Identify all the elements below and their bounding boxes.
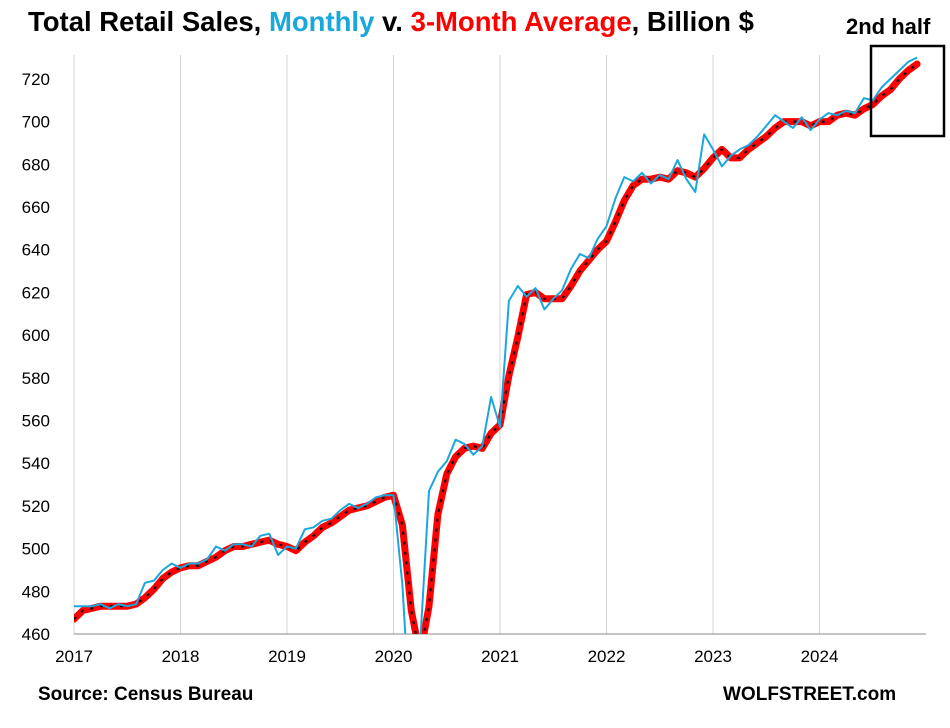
highlight-box (869, 44, 946, 138)
y-tick-label-480: 480 (22, 582, 50, 601)
x-tick-label-2021: 2021 (481, 647, 519, 666)
x-tick-label-2024: 2024 (801, 647, 839, 666)
y-tick-label-540: 540 (22, 454, 50, 473)
title-suffix: , Billion $ (631, 6, 754, 37)
title-mid: v. (374, 6, 411, 37)
annotation-label: 2nd half (846, 14, 931, 39)
y-tick-label-580: 580 (22, 369, 50, 388)
y-tick-label-520: 520 (22, 497, 50, 516)
series-3-month-average-line (74, 60, 921, 634)
chart-title: Total Retail Sales, Monthly v. 3-Month A… (28, 6, 754, 38)
x-tick-label-2022: 2022 (588, 647, 626, 666)
y-tick-label-700: 700 (22, 113, 50, 132)
source-note: Source: Census Bureau (38, 684, 254, 705)
y-tick-label-560: 560 (22, 412, 50, 431)
y-tick-label-720: 720 (22, 70, 50, 89)
x-tick-label-2023: 2023 (694, 647, 732, 666)
title-monthly: Monthly (268, 6, 375, 37)
y-tick-label-600: 600 (22, 326, 50, 345)
series-3-month-average-dash (74, 63, 918, 634)
title-prefix: Total Retail Sales, (28, 6, 269, 37)
brand-label: WOLFSTREET.com (723, 684, 897, 705)
title-average: 3-Month Average (410, 6, 632, 37)
y-tick-label-620: 620 (22, 283, 50, 302)
y-tick-label-500: 500 (22, 540, 50, 559)
y-tick-label-640: 640 (22, 241, 50, 260)
series-monthly-line (74, 56, 918, 634)
x-axis: 2017 2018 2019 2020 2021 2022 2023 2024 (55, 647, 838, 666)
y-tick-label-460: 460 (22, 625, 50, 644)
y-tick-label-680: 680 (22, 155, 50, 174)
x-tick-label-2019: 2019 (268, 647, 306, 666)
x-tick-label-2020: 2020 (375, 647, 413, 666)
x-tick-label-2017: 2017 (55, 647, 93, 666)
y-axis: 460 480 500 520 540 560 580 600 620 640 660 680 700 7… (22, 70, 50, 644)
y-tick-label-660: 660 (22, 198, 50, 217)
x-tick-label-2018: 2018 (162, 647, 200, 666)
